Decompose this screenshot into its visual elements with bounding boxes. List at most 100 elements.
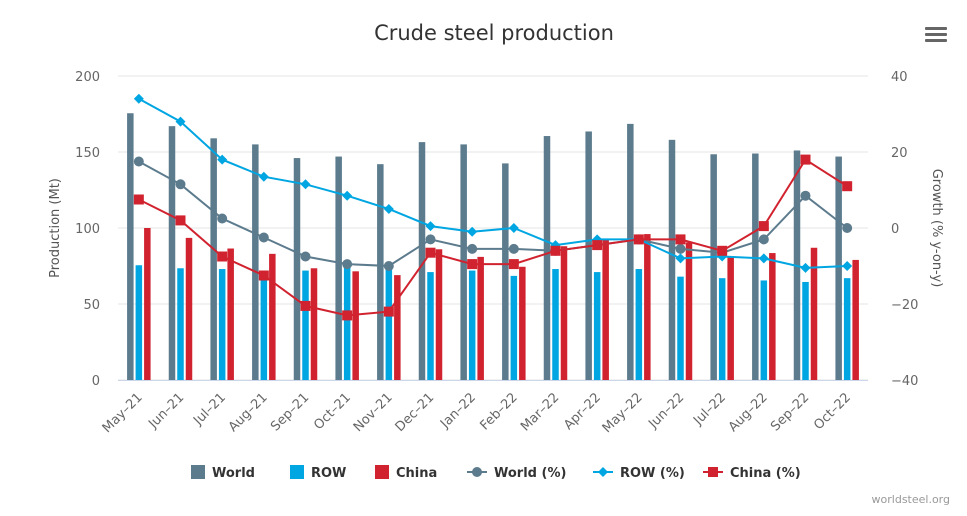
y2-tick-label: 20 — [891, 146, 908, 161]
bar-china — [685, 242, 693, 380]
point-row-pct — [758, 253, 769, 264]
bar-row — [760, 280, 768, 380]
point-row-pct — [133, 93, 144, 104]
bar-row — [468, 270, 476, 380]
x-tick-label: Apr–22 — [561, 390, 604, 433]
point-china-pct — [675, 234, 686, 245]
bar-world — [668, 139, 676, 380]
x-tick-label: Jul–22 — [690, 390, 729, 429]
point-china-pct — [425, 247, 436, 258]
bar-row — [718, 278, 726, 380]
credit-link[interactable]: worldsteel.org — [872, 493, 950, 506]
point-row-pct — [467, 226, 478, 237]
point-row-pct — [342, 190, 353, 201]
bar-world — [335, 156, 342, 380]
point-china-pct — [175, 215, 186, 226]
hamburger-menu-icon[interactable] — [922, 24, 950, 48]
x-tick-label: Sep–21 — [268, 390, 312, 434]
point-row-pct — [258, 171, 269, 182]
legend-marker — [472, 467, 482, 477]
bar-world — [127, 113, 134, 381]
x-tick-label: Sep–22 — [768, 390, 812, 434]
bar-china — [644, 234, 651, 380]
point-world-pct — [467, 243, 478, 254]
bar-world — [585, 131, 592, 380]
point-row-pct — [217, 154, 228, 165]
bar-world — [252, 144, 259, 380]
bar-china — [394, 275, 401, 380]
bar-world — [710, 154, 717, 380]
point-row-pct — [842, 261, 853, 271]
point-china-pct — [342, 310, 353, 321]
legend-item-row-pct[interactable]: ROW (%) — [593, 466, 685, 481]
bar-row — [843, 278, 851, 380]
point-row-pct — [175, 116, 186, 127]
bar-row — [510, 275, 518, 380]
legend-item-china[interactable]: China — [375, 465, 437, 481]
point-china-pct — [633, 234, 644, 245]
point-china-pct — [467, 259, 478, 270]
y2-tick-label: −40 — [891, 374, 918, 389]
chart-title: Crude steel production — [374, 21, 614, 45]
point-world-pct — [675, 243, 686, 254]
bar-row — [218, 269, 226, 380]
x-tick-label: Nov–21 — [351, 390, 396, 435]
bar-world — [502, 163, 509, 380]
bar-row — [593, 272, 601, 380]
x-tick-label: Aug–22 — [726, 390, 771, 435]
bar-world — [168, 126, 176, 380]
point-world-pct — [842, 223, 853, 233]
point-world-pct — [383, 261, 394, 271]
legend-label: China — [396, 466, 437, 481]
x-tick-label: Mar–22 — [518, 390, 562, 434]
point-china-pct — [592, 240, 603, 251]
y2-tick-label: −20 — [891, 298, 918, 313]
bar-china — [602, 239, 609, 380]
point-row-pct — [675, 253, 686, 264]
y-tick-label: 200 — [75, 70, 100, 85]
bar-china — [144, 228, 151, 380]
legend-label: World — [212, 466, 255, 481]
bar-row — [385, 266, 393, 380]
bar-world — [543, 136, 551, 380]
point-row-pct — [425, 221, 436, 232]
point-china-pct — [508, 259, 519, 270]
bar-row — [135, 265, 143, 380]
point-world-pct — [425, 234, 436, 245]
legend-item-world-pct[interactable]: World (%) — [467, 466, 566, 481]
x-tick-label: May–22 — [600, 390, 646, 436]
bar-china — [727, 256, 734, 380]
point-world-pct — [342, 259, 353, 270]
bar-china — [769, 253, 776, 380]
point-china-pct — [217, 251, 228, 262]
line-world-pct — [138, 160, 848, 268]
point-china-pct — [758, 221, 769, 232]
point-world-pct — [258, 232, 269, 243]
legend-item-row[interactable]: ROW — [290, 465, 346, 481]
bar-china — [269, 253, 276, 380]
bar-world — [210, 138, 217, 380]
y-tick-label: 0 — [92, 374, 100, 389]
point-world-pct — [800, 190, 811, 201]
point-row-pct — [800, 262, 811, 273]
point-world-pct — [217, 213, 228, 224]
point-china-pct — [258, 270, 269, 281]
y-tick-label: 150 — [75, 146, 100, 161]
point-world-pct — [508, 243, 519, 254]
legend: World ROW China World (%) ROW (%) China (%) — [191, 465, 801, 481]
bar-china — [185, 237, 193, 380]
point-row-pct — [300, 179, 311, 190]
bar-world — [377, 164, 384, 380]
bar-china — [560, 246, 568, 380]
legend-label: ROW (%) — [620, 466, 685, 481]
bar-row — [343, 265, 351, 380]
legend-item-china-pct[interactable]: China (%) — [703, 466, 801, 481]
point-china-pct — [133, 194, 144, 205]
bar-world — [752, 153, 759, 380]
legend-item-world[interactable]: World — [191, 465, 255, 481]
point-china-pct — [717, 245, 728, 256]
bar-world — [835, 156, 842, 380]
bar-china — [810, 247, 818, 380]
